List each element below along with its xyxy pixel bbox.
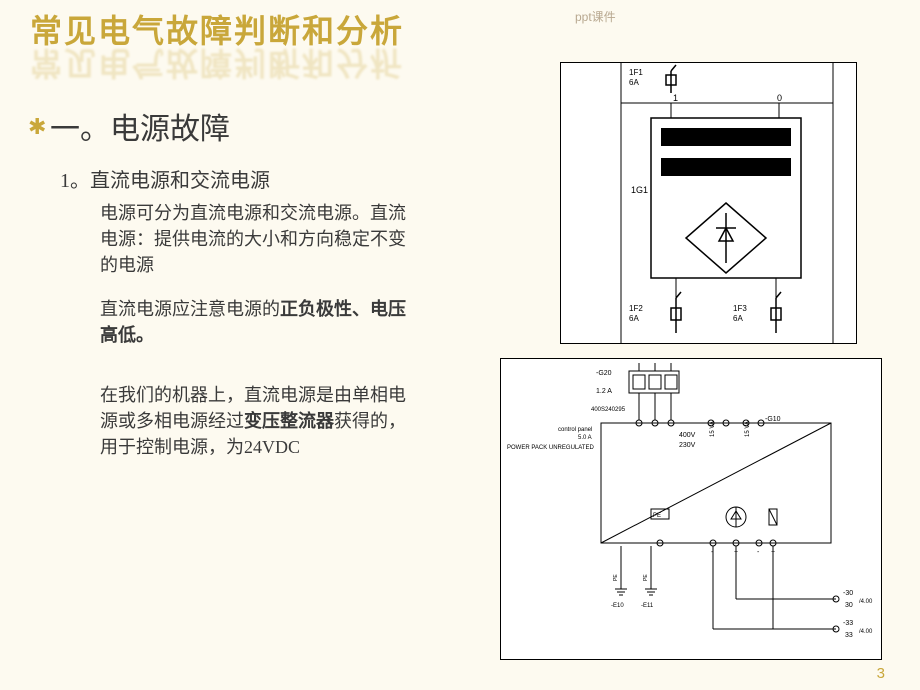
para2-plain: 直流电源应注意电源的 — [100, 299, 280, 319]
header-label: ppt课件 — [575, 8, 616, 25]
page-number: 3 — [877, 665, 885, 682]
page-title-reflection: 常见电气故障判断和分析 — [30, 42, 404, 88]
d2-400b: /4.00 — [859, 629, 873, 635]
d2-33b: 33 — [845, 632, 853, 639]
d2-pe: PE — [653, 513, 661, 519]
diagram-1: 1F1 6A 1 0 1G1 1F2 6A 1F3 6A — [560, 62, 857, 344]
d1-6a-top: 6A — [629, 78, 639, 87]
d2-pe3: PE — [643, 574, 649, 581]
d1-6a-r: 6A — [733, 314, 743, 323]
d2-400: /4.00 — [859, 599, 873, 605]
svg-text:-: - — [757, 549, 760, 556]
d2-code: 400S240295 — [591, 407, 626, 413]
d1-1g1: 1G1 — [631, 185, 648, 195]
d2-pe2: PE — [613, 574, 619, 581]
d2-30b: 30 — [845, 602, 853, 609]
subheading: 1。直流电源和交流电源 — [60, 164, 270, 193]
d1-0: 0 — [777, 93, 782, 103]
paragraph-1: 电源可分为直流电源和交流电源。直流电源：提供电流的大小和方向稳定不变的电源 — [100, 200, 420, 278]
d1-1f3: 1F3 — [733, 304, 747, 313]
d2-400v: 400V — [679, 432, 696, 439]
d2-e10: -E10 — [611, 603, 624, 609]
d2-12a: 1.2 A — [596, 388, 612, 395]
d1-1: 1 — [673, 93, 678, 103]
d2-30a: -30 — [843, 590, 853, 597]
paragraph-2: 直流电源应注意电源的正负极性、电压高低。 — [100, 296, 420, 348]
d2-33a: -33 — [843, 620, 853, 627]
d2-e11: -E11 — [641, 603, 654, 609]
d2-cp: control panel — [558, 427, 592, 433]
d2-15va2: 15 VA — [745, 421, 751, 437]
d1-1f2: 1F2 — [629, 304, 643, 313]
d2-50a: 5.0 A — [578, 435, 592, 441]
section-heading: 一。电源故障 — [50, 104, 230, 148]
d2-pp: POWER PACK UNREGULATED — [507, 445, 594, 451]
d2-15va1: 15 VA — [710, 421, 716, 437]
d1-1f1: 1F1 — [629, 68, 643, 77]
d2-230v: 230V — [679, 442, 696, 449]
d1-6a-l: 6A — [629, 314, 639, 323]
bullet-icon: ✱ — [28, 114, 46, 140]
paragraph-3: 在我们的机器上，直流电源是由单相电源或多相电源经过变压整流器获得的，用于控制电源… — [100, 382, 420, 460]
diagram-2: -G20 1.2 A 400S240295 control panel 5.0 … — [500, 358, 882, 660]
d2-g10: -G10 — [765, 416, 781, 423]
d2-g20: -G20 — [596, 370, 612, 377]
para3-b: 变压整流器 — [244, 411, 334, 431]
